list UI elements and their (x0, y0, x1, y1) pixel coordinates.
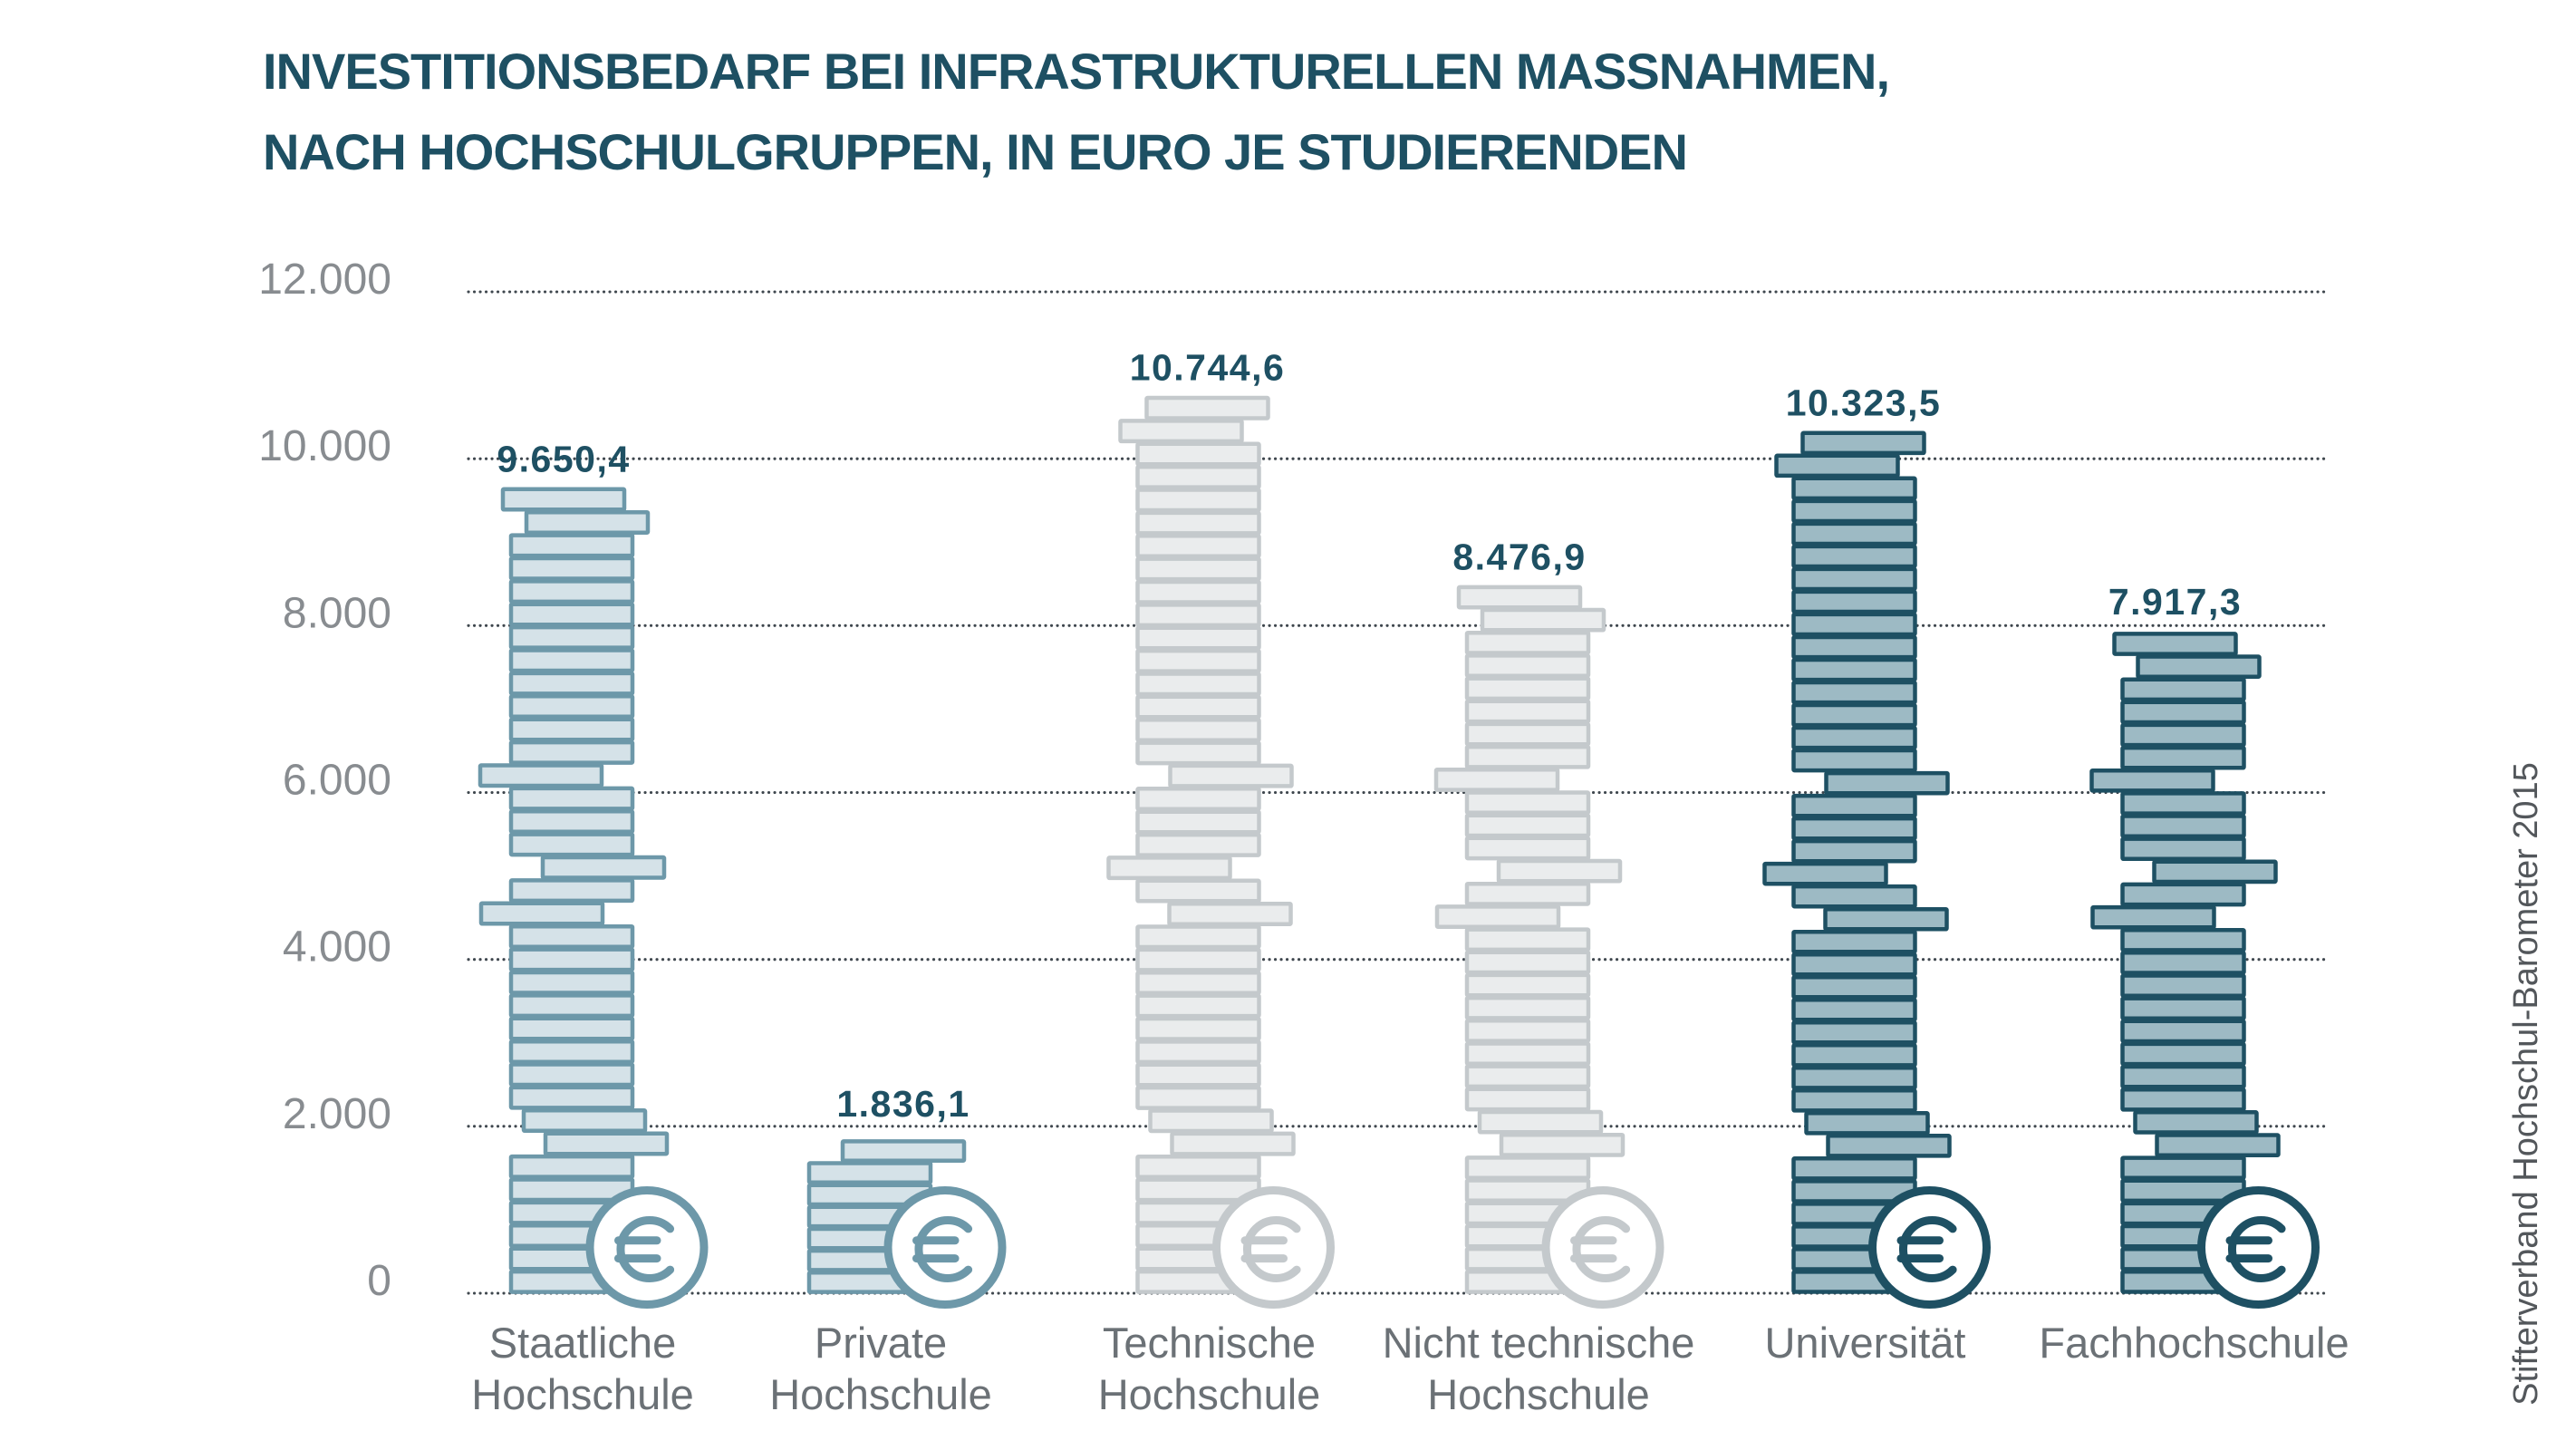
svg-text:NACH HOCHSCHULGRUPPEN, IN EURO: NACH HOCHSCHULGRUPPEN, IN EURO JE STUDIE… (263, 123, 1687, 180)
svg-text:Technische: Technische (1103, 1319, 1316, 1367)
svg-text:Stifterverband Hochschul-Barom: Stifterverband Hochschul-Barometer 2015 (2507, 762, 2545, 1406)
svg-text:Hochschule: Hochschule (1098, 1370, 1321, 1418)
svg-text:Private: Private (815, 1319, 947, 1367)
svg-text:1.836,1: 1.836,1 (836, 1083, 970, 1125)
svg-text:Nicht technische: Nicht technische (1383, 1319, 1695, 1367)
svg-text:8.476,9: 8.476,9 (1452, 536, 1586, 577)
svg-text:9.650,4: 9.650,4 (497, 438, 630, 479)
svg-text:10.000: 10.000 (258, 422, 391, 470)
svg-text:2.000: 2.000 (283, 1090, 391, 1138)
svg-text:INVESTITIONSBEDARF BEI INFRAST: INVESTITIONSBEDARF BEI INFRASTRUKTURELLE… (263, 43, 1889, 100)
svg-text:8.000: 8.000 (283, 589, 391, 637)
svg-text:Fachhochschule: Fachhochschule (2039, 1319, 2349, 1367)
svg-text:12.000: 12.000 (258, 256, 391, 304)
svg-text:Hochschule: Hochschule (769, 1370, 992, 1418)
svg-text:10.323,5: 10.323,5 (1786, 382, 1942, 423)
svg-text:4.000: 4.000 (283, 923, 391, 972)
svg-text:Hochschule: Hochschule (1427, 1370, 1650, 1418)
svg-text:6.000: 6.000 (283, 757, 391, 805)
svg-text:Hochschule: Hochschule (471, 1370, 694, 1418)
svg-text:Universität: Universität (1764, 1319, 1965, 1367)
svg-text:Staatliche: Staatliche (489, 1319, 676, 1367)
svg-text:10.744,6: 10.744,6 (1130, 347, 1286, 389)
svg-text:7.917,3: 7.917,3 (2108, 581, 2242, 623)
svg-text:0: 0 (367, 1257, 391, 1305)
